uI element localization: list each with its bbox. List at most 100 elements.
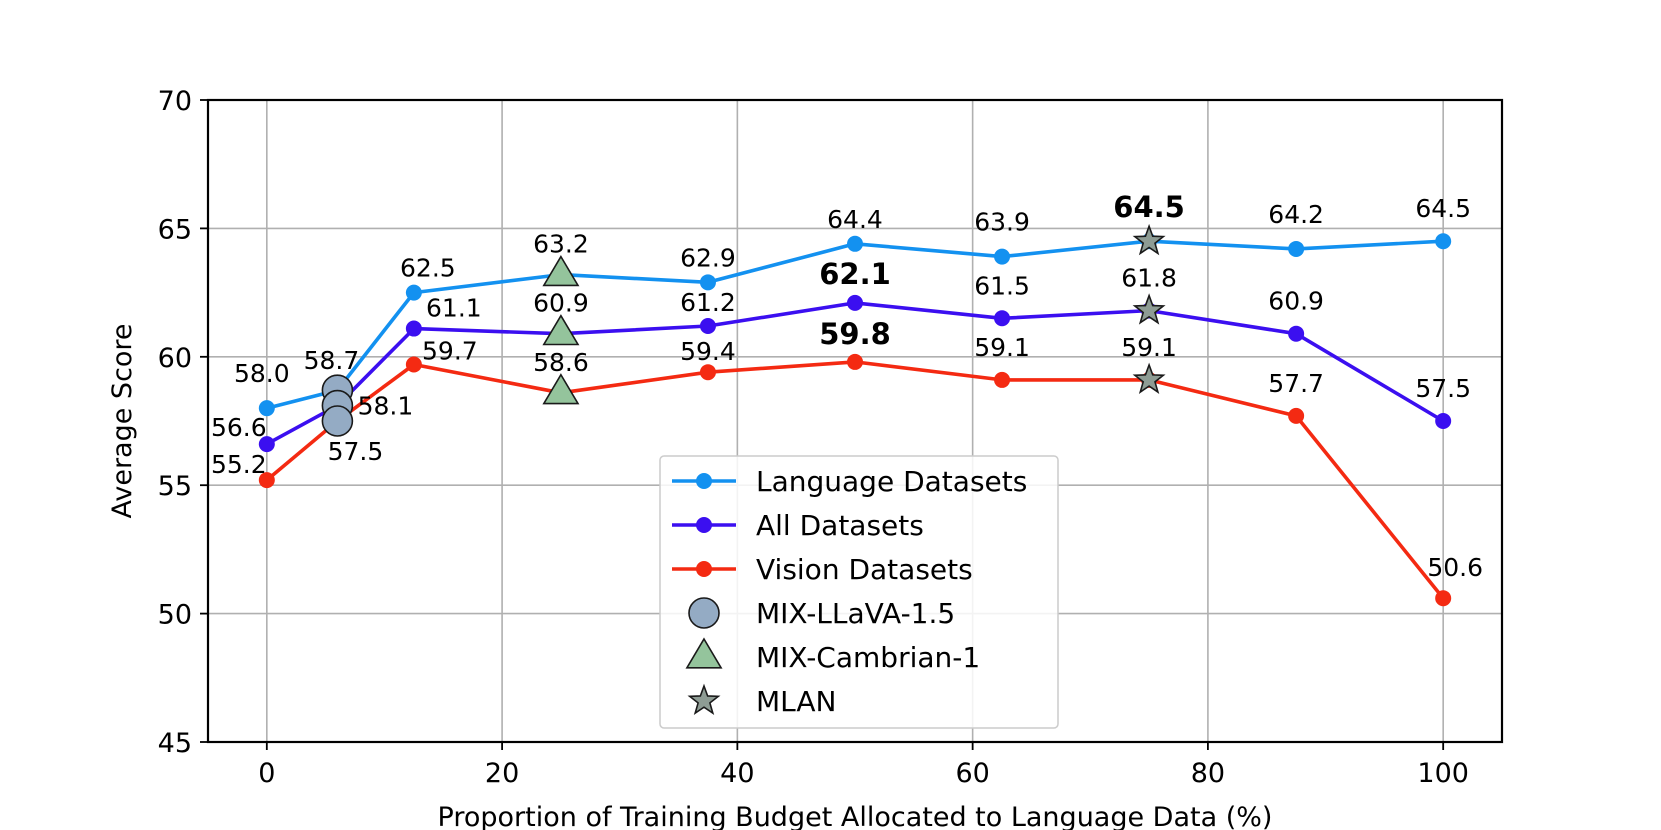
data-label: 61.2 (680, 288, 736, 317)
y-tick-label: 45 (158, 728, 192, 759)
series-point (994, 371, 1011, 388)
data-labels: 58.0 62.5 62.9 64.4 63.9 64.5 64.2 64.5 56.6 61.1… (211, 190, 1483, 582)
legend-label: Vision Datasets (756, 553, 973, 586)
data-label: 59.1 (974, 333, 1030, 362)
series-point (847, 235, 863, 252)
legend-marker (687, 683, 721, 716)
x-tick-label: 100 (1417, 758, 1469, 789)
x-tick-label: 40 (720, 758, 754, 789)
series-point (1435, 233, 1452, 250)
legend-box (659, 455, 1059, 729)
series-point (258, 400, 275, 417)
data-label: 56.6 (211, 413, 267, 442)
y-axis-title: Average Score (107, 323, 138, 518)
series-point (258, 436, 275, 453)
legend: Language Datasets All Datasets Vision Data… (659, 455, 1059, 729)
data-label: 58.6 (533, 348, 589, 377)
data-label: 64.4 (827, 205, 883, 234)
series-point (1288, 325, 1305, 342)
data-label: 64.5 (1415, 194, 1471, 223)
data-label: 61.8 (1121, 264, 1177, 293)
series-line-2 (265, 360, 1445, 600)
legend-marker (688, 597, 720, 629)
series-point (994, 310, 1011, 327)
legend-label: MLAN (756, 685, 837, 718)
data-label: 61.5 (974, 271, 1030, 300)
mix-cambrian-marker (542, 314, 580, 346)
series-point (847, 294, 863, 311)
data-label: 63.9 (974, 208, 1030, 237)
legend-item: Vision Datasets (672, 553, 973, 586)
legend-label: MIX-Cambrian-1 (756, 641, 980, 674)
data-markers (258, 223, 1452, 607)
data-label: 62.1 (819, 257, 891, 291)
series-line-0 (266, 239, 1444, 410)
x-tick-label: 0 (258, 758, 275, 789)
series-point (699, 364, 716, 381)
legend-marker (696, 517, 712, 533)
series-point (405, 284, 422, 301)
x-tick-label: 60 (955, 758, 989, 789)
legend-marker (696, 473, 712, 489)
mlan-marker (1132, 223, 1166, 256)
series-line-1 (265, 301, 1445, 446)
legend-label: Language Datasets (756, 465, 1027, 498)
mlan-marker (1132, 362, 1166, 394)
series-point (699, 274, 716, 291)
x-tick-label: 20 (485, 758, 519, 789)
mlan-marker (1132, 293, 1166, 325)
y-tick-label: 50 (158, 600, 192, 631)
legend-item: All Datasets (672, 509, 924, 542)
legend-item: MLAN (687, 683, 837, 718)
data-label: 60.9 (533, 289, 589, 318)
legend-item: MIX-LLaVA-1.5 (688, 597, 955, 630)
plot-frame (206, 98, 1504, 744)
mix-llava-marker (321, 405, 354, 437)
series-point (1288, 240, 1305, 257)
y-tick-label: 65 (158, 214, 192, 245)
series-point (847, 353, 863, 370)
data-label: 63.2 (533, 230, 589, 259)
legend-marker (685, 637, 723, 669)
series-point (699, 317, 716, 334)
data-label: 64.5 (1113, 190, 1185, 224)
series-point (405, 356, 422, 373)
series-point (1435, 590, 1452, 607)
data-label: 62.5 (400, 254, 456, 283)
data-label: 64.2 (1268, 200, 1324, 229)
series-point (994, 248, 1011, 265)
data-label: 60.9 (1268, 287, 1324, 316)
legend-label: MIX-LLaVA-1.5 (756, 597, 955, 630)
data-label: 59.7 (422, 337, 478, 366)
legend-label: All Datasets (756, 509, 924, 542)
data-label: 59.8 (819, 317, 891, 351)
data-label: 58.0 (234, 359, 290, 388)
data-label: 58.1 (358, 392, 414, 421)
y-tick-label: 55 (158, 471, 192, 502)
y-tick-label: 70 (158, 86, 192, 117)
mix-cambrian-marker (542, 373, 580, 405)
x-axis-title: Proportion of Training Budget Allocated … (438, 802, 1273, 830)
series-point (405, 320, 422, 337)
data-label: 62.9 (680, 243, 736, 272)
series-point (258, 472, 275, 489)
data-label: 61.1 (426, 294, 482, 323)
series-point (1288, 407, 1305, 424)
data-label: 59.4 (680, 337, 736, 366)
data-label: 58.7 (304, 346, 360, 375)
mix-cambrian-marker (542, 255, 580, 287)
data-label: 57.5 (328, 437, 384, 466)
legend-item: MIX-Cambrian-1 (685, 637, 980, 674)
data-label: 59.1 (1121, 333, 1177, 362)
x-tick-label: 80 (1191, 758, 1225, 789)
data-label: 57.7 (1268, 369, 1324, 398)
data-label: 55.2 (211, 450, 267, 479)
legend-item: Language Datasets (672, 465, 1027, 498)
series-point (1435, 413, 1452, 429)
legend-marker (696, 561, 712, 577)
y-tick-label: 60 (158, 343, 192, 374)
axis-ticks: 0 20 40 60 80 100 45 50 55 60 65 70 (158, 86, 1469, 789)
series-lines (265, 239, 1445, 600)
data-label: 50.6 (1427, 553, 1483, 582)
